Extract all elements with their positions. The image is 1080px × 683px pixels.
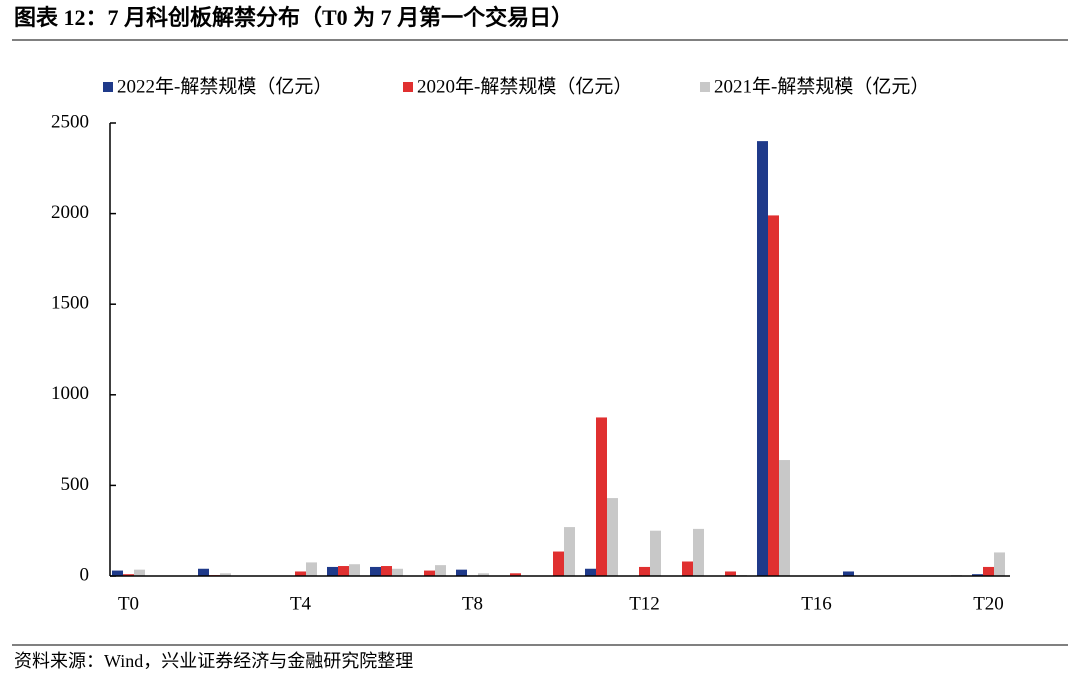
legend-swatch	[700, 82, 710, 92]
bar	[510, 573, 521, 576]
bar	[338, 566, 349, 576]
bar	[123, 574, 134, 576]
x-tick-label: T16	[801, 593, 832, 614]
bar	[435, 565, 446, 576]
bar	[972, 574, 983, 576]
bar	[295, 571, 306, 576]
bar	[198, 568, 209, 576]
bar	[306, 562, 317, 576]
bar	[424, 570, 435, 576]
bar	[639, 566, 650, 576]
bar	[779, 460, 790, 576]
x-tick-label: T0	[118, 593, 139, 614]
bar	[349, 564, 360, 576]
bar	[564, 527, 575, 576]
x-tick-label: T8	[462, 593, 483, 614]
y-tick-label: 2500	[51, 111, 89, 132]
bar	[768, 215, 779, 577]
y-tick-label: 0	[80, 564, 90, 585]
bar	[596, 417, 607, 576]
bar	[843, 571, 854, 576]
bar	[112, 570, 123, 576]
bar	[220, 573, 231, 576]
bar	[585, 568, 596, 576]
bar	[327, 566, 338, 576]
source-note: 资料来源：Wind，兴业证券经济与金融研究院整理	[14, 651, 413, 671]
legend-label: 2022年-解禁规模（亿元）	[117, 75, 332, 97]
bar	[607, 498, 618, 576]
x-tick-label: T20	[973, 593, 1004, 614]
legend-label: 2020年-解禁规模（亿元）	[417, 75, 632, 97]
bar	[134, 569, 145, 576]
page-title: 图表 12：7 月科创板解禁分布（T0 为 7 月第一个交易日）	[14, 5, 573, 30]
y-tick-label: 500	[61, 474, 90, 495]
bar	[456, 569, 467, 576]
bar	[693, 528, 704, 576]
x-tick-label: T4	[290, 593, 312, 614]
legend-label: 2021年-解禁规模（亿元）	[714, 75, 929, 97]
bar	[757, 141, 768, 576]
bar	[392, 568, 403, 576]
bar	[650, 530, 661, 576]
legend-swatch	[403, 82, 413, 92]
bar	[994, 552, 1005, 576]
y-tick-label: 2000	[51, 202, 89, 223]
legend-swatch	[103, 82, 113, 92]
bar	[682, 561, 693, 576]
bar	[381, 566, 392, 576]
bar	[370, 566, 381, 576]
x-tick-label: T12	[629, 593, 660, 614]
y-tick-label: 1000	[51, 383, 89, 404]
bar	[725, 571, 736, 576]
bar	[478, 573, 489, 576]
bar	[983, 566, 994, 576]
bar	[553, 551, 564, 576]
y-tick-label: 1500	[51, 293, 89, 314]
